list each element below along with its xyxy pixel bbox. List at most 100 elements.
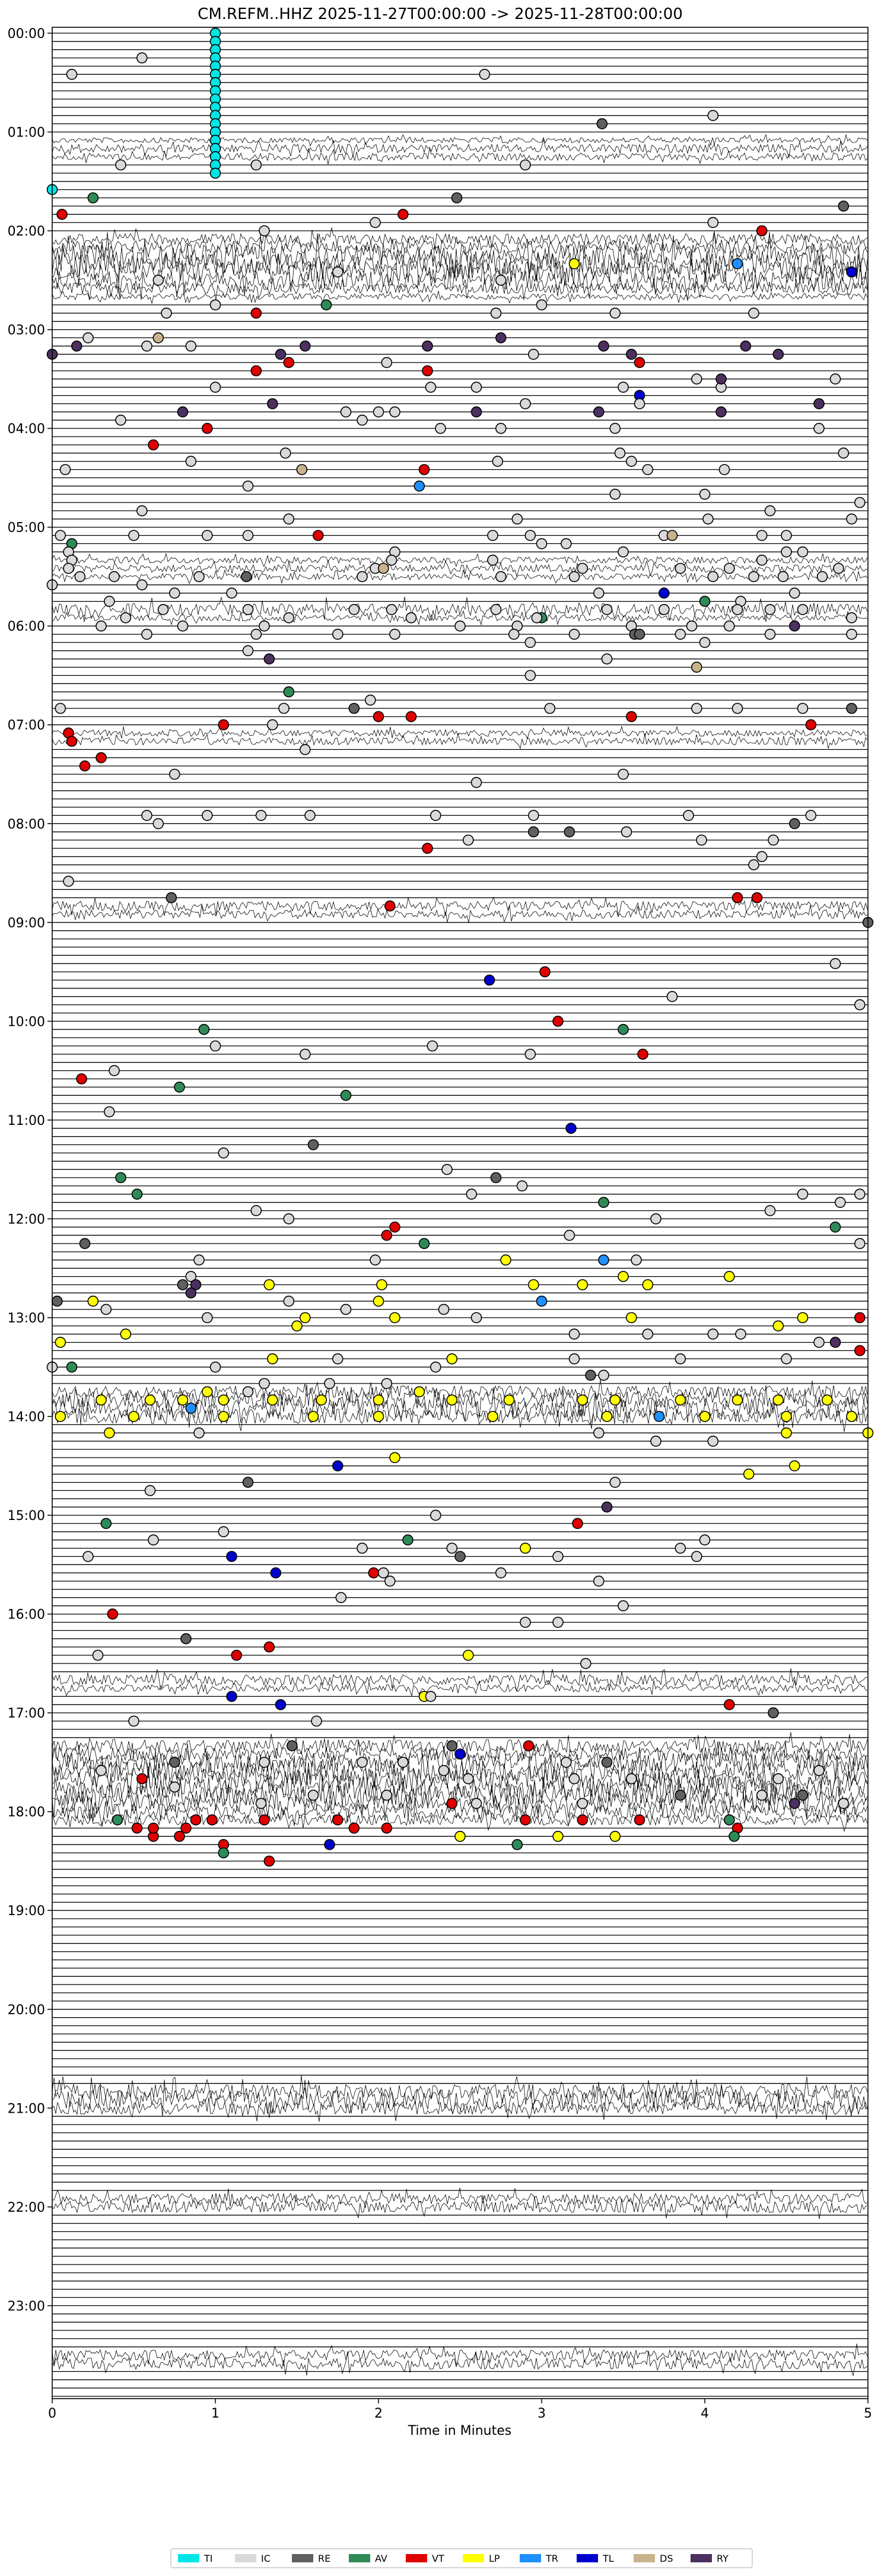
- y-tick-label: 11:00: [8, 1114, 45, 1128]
- event-marker-ic: [527, 348, 539, 360]
- event-marker-ic: [756, 554, 768, 566]
- event-marker-av: [100, 1518, 112, 1529]
- event-marker-ic: [490, 604, 502, 615]
- event-marker-ic: [609, 422, 621, 434]
- event-marker-ry: [740, 340, 752, 352]
- y-tick-label: 18:00: [8, 1805, 45, 1820]
- event-marker-ic: [136, 52, 148, 63]
- trace-row: [52, 1732, 868, 1760]
- event-marker-ic: [609, 488, 621, 500]
- event-marker-vt: [626, 711, 637, 723]
- event-marker-re: [564, 826, 575, 838]
- event-marker-ic: [492, 456, 504, 467]
- event-marker-ic: [699, 637, 711, 648]
- y-tick-label: 14:00: [8, 1410, 45, 1425]
- event-marker-ic: [568, 1328, 580, 1340]
- event-marker-ic: [846, 612, 857, 624]
- event-marker-ic: [696, 834, 707, 846]
- event-marker-ic: [495, 571, 507, 583]
- event-marker-ry: [470, 406, 482, 418]
- event-marker-ic: [495, 422, 507, 434]
- event-marker-ic: [789, 587, 800, 599]
- event-marker-re: [797, 1789, 809, 1801]
- y-tick-label: 08:00: [8, 817, 45, 832]
- event-marker-ic: [520, 159, 531, 171]
- legend-label-ry: RY: [717, 2553, 729, 2564]
- event-marker-lp: [266, 1394, 278, 1406]
- event-marker-ic: [797, 604, 809, 615]
- event-marker-ic: [115, 414, 126, 426]
- event-marker-ic: [438, 1765, 450, 1776]
- legend: TI IC RE AV VT LP TR TL DS RY: [170, 2548, 753, 2568]
- event-marker-ic: [259, 1378, 270, 1389]
- y-tick-label: 06:00: [8, 619, 45, 634]
- y-tick-label: 00:00: [8, 27, 45, 42]
- x-tick-label: 3: [537, 2406, 546, 2421]
- x-tick-label: 4: [701, 2406, 709, 2421]
- event-marker-vt: [520, 1814, 531, 1826]
- event-marker-ds: [152, 332, 164, 344]
- event-marker-tl: [270, 1567, 282, 1579]
- event-marker-av: [699, 596, 711, 607]
- y-tick-label: 23:00: [8, 2299, 45, 2314]
- event-marker-ic: [650, 1213, 661, 1225]
- event-marker-av: [598, 1197, 609, 1208]
- legend-swatch-vt: [406, 2554, 427, 2562]
- trace-row: [52, 2075, 868, 2108]
- trace-row: [52, 148, 868, 164]
- event-marker-lp: [743, 1468, 755, 1480]
- trace-row: [52, 259, 868, 301]
- event-marker-lp: [316, 1394, 327, 1406]
- event-marker-ic: [278, 702, 290, 714]
- event-marker-re: [177, 1279, 189, 1290]
- event-marker-ic: [425, 1691, 437, 1702]
- event-marker-ic: [55, 530, 66, 541]
- event-marker-ic: [405, 612, 417, 624]
- trace-row: [52, 560, 868, 577]
- event-marker-vt: [854, 1312, 866, 1324]
- event-marker-ic: [384, 1575, 396, 1587]
- y-tick-label: 15:00: [8, 1509, 45, 1524]
- event-marker-ry: [598, 340, 609, 352]
- trace-row: [52, 2079, 868, 2120]
- event-marker-ic: [552, 1617, 564, 1628]
- event-marker-lp: [789, 1460, 800, 1472]
- legend-swatch-ds: [634, 2554, 655, 2562]
- event-marker-ic: [283, 1213, 295, 1225]
- event-marker-lp: [389, 1452, 400, 1464]
- event-marker-ic: [675, 1543, 686, 1554]
- event-marker-vt: [552, 1016, 564, 1027]
- event-marker-ic: [193, 1427, 205, 1439]
- event-marker-ic: [797, 1188, 809, 1200]
- event-marker-ic: [756, 530, 768, 541]
- event-marker-ry: [593, 406, 605, 418]
- event-marker-ic: [201, 530, 213, 541]
- event-marker-vt: [523, 1740, 535, 1751]
- event-marker-lp: [177, 1394, 189, 1406]
- event-marker-ic: [835, 1197, 846, 1208]
- event-marker-ic: [735, 1328, 746, 1340]
- event-marker-ic: [152, 274, 164, 286]
- event-marker-vt: [76, 1073, 87, 1085]
- event-marker-ic: [157, 604, 169, 615]
- event-marker-av: [402, 1534, 414, 1545]
- event-marker-ic: [618, 381, 629, 393]
- event-marker-ic: [593, 1427, 605, 1439]
- event-marker-ic: [152, 818, 164, 829]
- event-marker-ic: [813, 422, 825, 434]
- event-marker-ic: [427, 1040, 438, 1052]
- event-marker-lp: [772, 1394, 784, 1406]
- event-marker-ic: [487, 554, 498, 566]
- legend-label-ic: IC: [261, 2553, 271, 2564]
- event-marker-ic: [370, 217, 381, 228]
- trace-row: [52, 905, 868, 923]
- event-marker-re: [846, 702, 857, 714]
- event-marker-ic: [348, 604, 360, 615]
- legend-swatch-ti: [178, 2554, 199, 2562]
- event-marker-ic: [691, 702, 702, 714]
- legend-swatch-ry: [691, 2554, 712, 2562]
- event-marker-ry: [422, 340, 433, 352]
- event-marker-ic: [74, 571, 86, 583]
- event-marker-re: [286, 1740, 298, 1751]
- legend-label-vt: VT: [432, 2553, 444, 2564]
